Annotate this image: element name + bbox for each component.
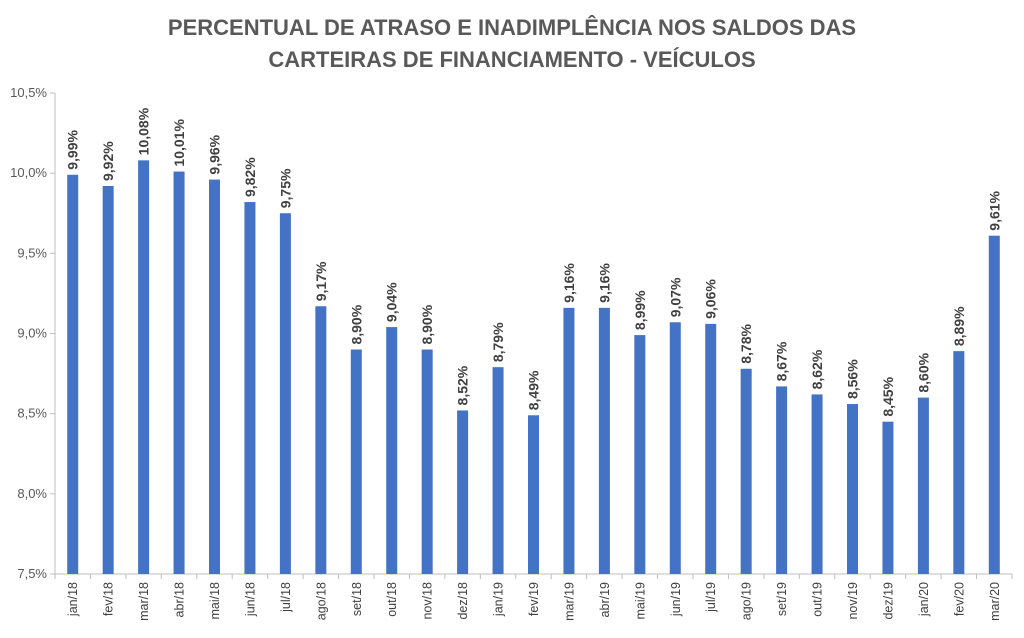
x-tick-label: jan/20 xyxy=(917,582,931,617)
x-tick-label: ago/19 xyxy=(740,582,754,620)
data-label: 8,90% xyxy=(348,304,364,344)
data-label: 9,96% xyxy=(207,134,223,174)
x-tick-label: fev/20 xyxy=(952,582,966,616)
x-tick-label: jan/19 xyxy=(492,582,506,617)
data-label: 9,17% xyxy=(313,261,329,301)
y-tick-label: 9,5% xyxy=(17,245,47,260)
x-tick-label: nov/19 xyxy=(846,582,860,620)
y-axis: 7,5% 8,0% 8,5% 9,0% 9,5% 10,0% 10,5% xyxy=(10,85,56,581)
bar xyxy=(988,235,1000,575)
bar xyxy=(563,307,575,574)
bar xyxy=(350,349,362,574)
data-labels: 9,99% 9,92% 10,08% 10,01% 9,96% 9,82% 9,75% 9,1… xyxy=(65,107,1003,416)
data-label: 8,45% xyxy=(880,376,896,416)
bar xyxy=(67,174,79,574)
data-label: 8,99% xyxy=(632,290,648,330)
data-label: 8,60% xyxy=(915,352,931,392)
x-tick-label: fev/18 xyxy=(102,582,116,616)
data-label: 9,16% xyxy=(596,263,612,303)
x-tick-label: set/18 xyxy=(350,582,364,616)
bar xyxy=(776,386,788,574)
bar xyxy=(882,421,894,574)
x-tick-label: abr/19 xyxy=(598,582,612,617)
x-tick-label: jul/19 xyxy=(704,582,718,613)
x-tick-label: fev/19 xyxy=(527,582,541,616)
y-tick-label: 10,0% xyxy=(10,165,47,180)
bar xyxy=(173,171,185,574)
x-tick-label: abr/18 xyxy=(173,582,187,617)
bar xyxy=(386,327,398,574)
data-label: 8,78% xyxy=(738,324,754,364)
data-label: 9,06% xyxy=(703,279,719,319)
data-label: 8,52% xyxy=(455,365,471,405)
bar xyxy=(421,349,433,574)
chart-title-line-2: CARTEIRAS DE FINANCIAMENTO - VEÍCULOS xyxy=(268,47,755,72)
bar xyxy=(811,394,823,574)
x-tick-label: jan/18 xyxy=(66,582,80,617)
bar xyxy=(705,323,717,574)
y-tick-label: 8,5% xyxy=(17,406,47,421)
data-label: 8,79% xyxy=(490,322,506,362)
data-label: 9,92% xyxy=(100,141,116,181)
data-label: 9,07% xyxy=(667,277,683,317)
bar xyxy=(315,306,327,574)
bar xyxy=(244,202,256,574)
data-label: 9,61% xyxy=(986,190,1002,230)
x-tick-label: mai/18 xyxy=(208,582,222,620)
bar xyxy=(917,397,929,574)
y-tick-label: 9,0% xyxy=(17,326,47,341)
data-label: 10,01% xyxy=(171,119,187,167)
data-label: 8,62% xyxy=(809,349,825,389)
x-tick-label: out/19 xyxy=(811,582,825,617)
bar xyxy=(209,179,220,574)
y-tick-label: 8,0% xyxy=(17,486,47,501)
x-tick-label: ago/18 xyxy=(314,582,328,620)
x-tick-label: jun/19 xyxy=(669,582,683,617)
bar xyxy=(138,160,150,574)
x-tick-label: jun/18 xyxy=(243,582,257,617)
data-label: 9,16% xyxy=(561,263,577,303)
bar xyxy=(279,213,291,574)
x-tick-label: mar/20 xyxy=(988,582,1002,621)
data-label: 8,89% xyxy=(951,306,967,346)
bar xyxy=(102,185,114,574)
bar xyxy=(528,415,539,574)
data-label: 9,75% xyxy=(277,168,293,208)
x-tick-label: nov/18 xyxy=(421,582,435,620)
x-tick-label: jul/18 xyxy=(279,582,293,613)
data-label: 10,08% xyxy=(136,107,152,155)
bar xyxy=(457,410,469,574)
bar xyxy=(669,322,681,574)
x-tick-label: mai/19 xyxy=(633,582,647,620)
x-tick-label: out/18 xyxy=(385,582,399,617)
x-tick-label: dez/19 xyxy=(881,582,895,620)
bar xyxy=(847,404,858,574)
data-label: 9,99% xyxy=(65,130,81,170)
bars xyxy=(67,160,1000,575)
bar xyxy=(953,351,965,574)
data-label: 8,49% xyxy=(526,370,542,410)
x-tick-label: dez/18 xyxy=(456,582,470,620)
bar xyxy=(492,367,504,574)
data-label: 9,82% xyxy=(242,157,258,197)
x-axis: jan/18 fev/18 mar/18 abr/18 mai/18 jun/18 jul/… xyxy=(54,573,1013,621)
chart-title-line-1: PERCENTUAL DE ATRASO E INADIMPLÊNCIA NOS… xyxy=(168,15,856,40)
bar xyxy=(598,307,610,574)
x-tick-label: set/19 xyxy=(775,582,789,616)
x-tick-label: mar/18 xyxy=(137,582,151,621)
y-tick-label: 7,5% xyxy=(17,566,47,581)
bar xyxy=(634,335,646,574)
data-label: 8,90% xyxy=(419,304,435,344)
bar xyxy=(740,368,752,574)
data-label: 8,56% xyxy=(845,359,861,399)
x-tick-label: mar/19 xyxy=(562,582,576,621)
data-label: 9,04% xyxy=(384,282,400,322)
data-label: 8,67% xyxy=(774,341,790,381)
y-tick-label: 10,5% xyxy=(10,85,47,100)
